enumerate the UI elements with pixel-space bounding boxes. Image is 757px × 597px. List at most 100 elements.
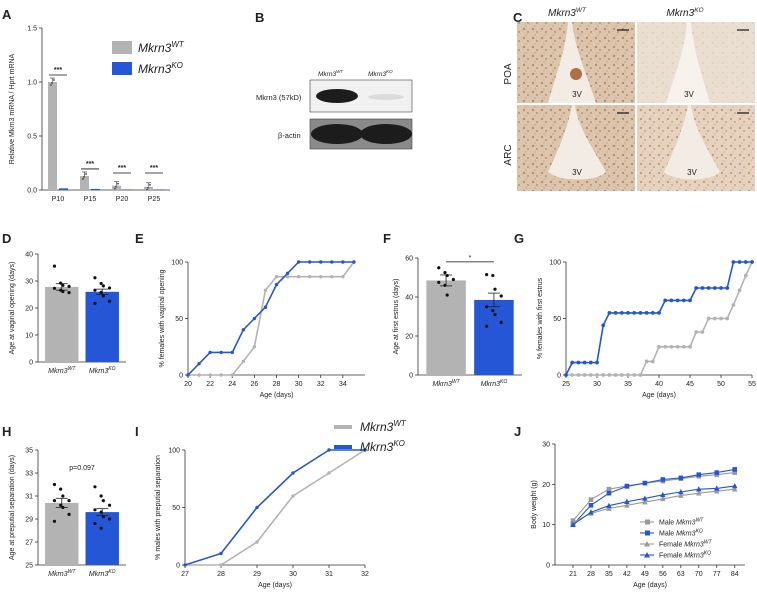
point-g (650, 310, 655, 315)
point-g (588, 373, 593, 377)
point-e (274, 274, 279, 279)
point-e (285, 271, 290, 275)
point-j (660, 491, 666, 498)
ihc-3v-2: 3V (684, 90, 694, 99)
y-axis-label-j: Body weight (g) (531, 480, 538, 529)
legend-j-sup-1: KO (696, 529, 703, 535)
panel-label-f: F (383, 231, 391, 246)
panel-label-g: G (514, 231, 524, 246)
point-j (606, 505, 612, 511)
y-axis-label-i: % males with preputial separation (155, 455, 162, 560)
point-e (296, 260, 301, 264)
point-g (694, 286, 699, 290)
point-e (307, 260, 312, 264)
dot-a (51, 82, 53, 84)
x-tick-label-j: 49 (641, 571, 649, 578)
x-axis-label-j: Age (days) (633, 582, 667, 589)
x-tick-label-f-sup: WT (452, 379, 461, 385)
point-e (296, 274, 301, 279)
x-tick-label-d-sup: KO (108, 366, 115, 372)
point-g (638, 373, 643, 377)
point-j (642, 480, 648, 486)
blot-lane-wt: Mkrn3WT (318, 69, 344, 78)
point-e (208, 350, 212, 355)
point-g (681, 298, 686, 303)
dot-d (93, 301, 97, 306)
point-g (644, 310, 649, 315)
y-tick-label-f: 20 (405, 334, 413, 341)
legend-j-gene-0: Mkrn3 (676, 520, 696, 527)
dot-d (93, 276, 97, 280)
y-tick-label-d: 30 (25, 279, 33, 286)
y-tick-label-a: 1.0 (27, 80, 37, 87)
x-tick-label-i: 32 (361, 571, 369, 578)
point-g (669, 344, 674, 349)
point-j (696, 472, 702, 477)
y-tick-label-h: 29 (25, 517, 33, 524)
point-e (330, 274, 334, 279)
point-e (307, 274, 312, 279)
point-g (731, 303, 736, 307)
x-tick-label-i: 31 (325, 571, 333, 578)
x-tick-label-h-base: Mkrn3 (89, 571, 109, 578)
dot-h (52, 499, 57, 503)
point-e (241, 359, 246, 364)
ihc-3v-4: 3V (687, 168, 697, 177)
point-e (241, 328, 246, 332)
y-axis-label-f: Age at first estrus (days) (393, 279, 400, 355)
point-e (285, 274, 290, 279)
point-j (588, 497, 594, 502)
x-tick-label-d-base: Mkrn3 (48, 368, 68, 375)
blot-band-actin-ko (360, 124, 412, 144)
x-tick-label-e: 26 (250, 381, 258, 388)
legend-j-marker-0 (645, 519, 650, 525)
y-tick-label-a: 0.0 (27, 188, 37, 195)
panel-label-h: H (2, 424, 11, 439)
legend-swatch-wt (112, 41, 132, 54)
legend-j-label-0: Male Mkrn3WT (659, 518, 704, 527)
x-axis-label-e: Age (days) (260, 392, 294, 399)
dot-h (107, 517, 112, 521)
point-e (341, 260, 345, 264)
dot-a (85, 173, 87, 175)
y-axis-label-h: Age at preputial separation (days) (9, 455, 16, 560)
legend-i: Mkrn3WT Mkrn3KO (334, 419, 407, 454)
y-tick-label-g: 100 (549, 260, 561, 267)
point-j (588, 503, 594, 508)
point-g (663, 298, 668, 303)
point-j (731, 482, 738, 489)
x-tick-label-d: Mkrn3WT (48, 366, 76, 375)
y-tick-label-i: 0 (176, 563, 180, 570)
point-g (688, 344, 692, 349)
blot-label-mkrn3: Mkrn3 (57kD) (256, 93, 302, 102)
dot-h (101, 515, 105, 519)
x-tick-label-e: 34 (339, 381, 347, 388)
x-tick-label-g: 25 (562, 381, 570, 388)
point-j (713, 488, 720, 494)
point-g (663, 344, 668, 349)
point-g (570, 360, 575, 365)
point-j (678, 492, 684, 498)
point-i (255, 540, 259, 544)
point-e (319, 274, 323, 279)
point-j (678, 475, 684, 481)
x-tick-label-h: Mkrn3WT (48, 569, 76, 578)
dot-f (451, 277, 455, 282)
y-tick-label-e: 100 (171, 260, 183, 267)
point-i (327, 471, 331, 475)
panel-label-e: E (135, 231, 144, 246)
y-tick-label-a: 1.5 (27, 26, 37, 33)
legend-j-marker-3 (644, 552, 650, 558)
point-g (737, 260, 742, 264)
panel-label-a: A (2, 7, 12, 22)
point-g (595, 373, 599, 377)
legend-j-label-3: Female Mkrn3KO (659, 551, 711, 560)
dot-h (52, 482, 57, 487)
point-e (219, 373, 223, 377)
panel-label-j: J (514, 424, 521, 439)
point-g (725, 286, 730, 290)
bar-ko-P10 (59, 188, 68, 190)
point-e (263, 288, 268, 292)
dot-f (445, 273, 449, 278)
